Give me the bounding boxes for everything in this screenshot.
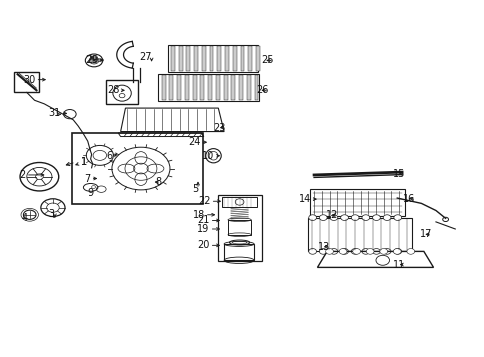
Bar [248,46,252,71]
Circle shape [382,248,390,254]
Text: 17: 17 [419,229,431,239]
Text: 28: 28 [106,85,119,95]
Circle shape [308,215,316,221]
Circle shape [308,248,316,254]
Bar [254,75,258,100]
Text: 9: 9 [87,188,93,198]
Bar [161,75,165,100]
Circle shape [340,215,348,221]
Bar [14,72,39,92]
Bar [184,75,188,100]
Text: 21: 21 [197,216,209,226]
Bar [209,46,213,71]
Text: 1: 1 [81,157,87,167]
Circle shape [393,215,401,221]
Bar [246,75,250,100]
Bar [215,75,219,100]
Bar [167,45,258,72]
Bar [217,46,221,71]
Circle shape [340,248,348,254]
Text: 27: 27 [139,51,151,61]
Text: 14: 14 [298,194,311,204]
Bar [218,195,261,261]
Bar [240,46,244,71]
Circle shape [319,248,326,254]
Circle shape [393,248,401,254]
Circle shape [382,215,390,221]
Bar [239,75,242,100]
Circle shape [350,248,358,254]
Circle shape [365,248,373,254]
Text: 29: 29 [85,55,97,65]
Text: 30: 30 [23,75,35,85]
Text: 7: 7 [84,174,91,183]
Text: 31: 31 [48,109,60,119]
Circle shape [393,248,400,254]
Bar [227,220,251,235]
Bar [232,46,236,71]
Circle shape [350,215,358,221]
Text: 11: 11 [393,260,405,270]
Text: 10: 10 [202,151,214,161]
Circle shape [372,248,379,254]
Text: 20: 20 [197,240,209,250]
Bar [194,46,197,71]
Bar [200,75,204,100]
Text: 13: 13 [318,242,330,252]
Bar [208,75,212,100]
Text: 2: 2 [19,170,26,180]
Text: 5: 5 [191,184,197,194]
Circle shape [319,215,326,221]
Bar [222,197,257,207]
Text: 12: 12 [325,210,337,220]
Circle shape [329,248,337,254]
Circle shape [379,248,387,254]
Bar [170,46,174,71]
Text: 15: 15 [393,169,405,179]
Bar [231,75,235,100]
Bar [201,46,205,71]
Bar [186,46,190,71]
Text: 16: 16 [402,194,414,204]
Circle shape [325,248,333,254]
Bar [224,244,254,260]
Bar [169,75,173,100]
Bar [158,74,259,101]
Text: 4: 4 [21,213,27,223]
Circle shape [352,248,360,254]
Bar [256,46,259,71]
Bar [225,46,228,71]
Circle shape [406,248,414,254]
Text: 26: 26 [256,85,269,95]
Bar [192,75,196,100]
Bar [223,75,227,100]
Text: 3: 3 [48,209,55,219]
Bar [178,46,182,71]
Text: 25: 25 [261,55,273,65]
Text: 6: 6 [106,151,113,161]
Bar [72,133,202,204]
Circle shape [329,215,337,221]
Bar [177,75,181,100]
Text: 8: 8 [155,177,161,187]
Text: 22: 22 [197,196,210,206]
Circle shape [372,215,379,221]
Circle shape [361,215,369,221]
Bar [310,189,404,216]
Text: 19: 19 [197,224,209,234]
Circle shape [338,248,346,254]
Text: 18: 18 [192,210,204,220]
Bar [106,80,137,104]
Bar [307,218,411,251]
Text: 23: 23 [213,123,225,133]
Text: 29: 29 [86,55,98,65]
Text: 24: 24 [188,137,200,147]
Text: 1: 1 [81,157,87,167]
Circle shape [361,248,369,254]
